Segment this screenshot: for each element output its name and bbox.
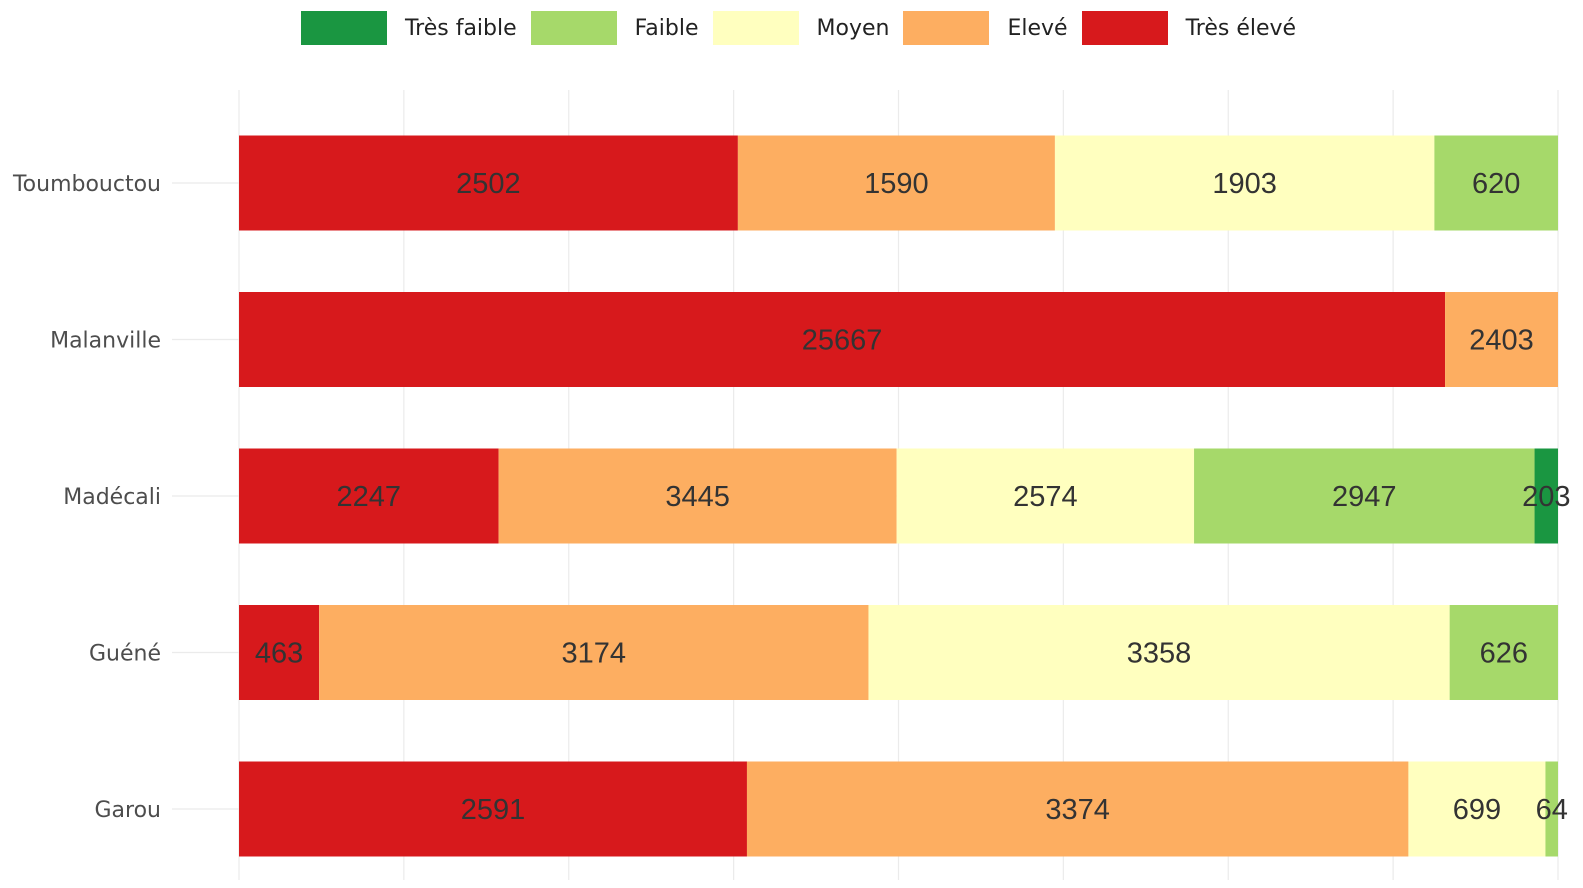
data-label: 3374 [1045,794,1110,826]
data-label: 2403 [1469,325,1534,357]
bar-segment [1194,448,1535,544]
legend-item: Faible [530,11,699,45]
bar-segment [1445,292,1558,387]
bar-segment [868,605,1450,700]
data-label: 620 [1472,168,1520,200]
bar-segment [239,448,499,544]
y-tick-label: Garou [95,798,162,823]
bar-segment [1449,605,1558,700]
data-label: 25667 [802,325,883,357]
bar-segment [239,292,1446,387]
bar-segment [239,135,738,231]
data-label: 2947 [1332,481,1397,513]
bar-segment [896,448,1195,544]
y-tick-label: Malanville [50,329,161,354]
data-label: 3174 [562,638,627,670]
legend-swatch [903,11,990,45]
data-label: 2247 [337,481,402,513]
bars: 2502 1590 1903 620 25667 2403 2247 3445 2574 2947… [239,135,1570,857]
bar-segment [1434,135,1558,231]
legend-item: Très faible [300,11,517,45]
legend-swatch [530,11,617,45]
y-tick-label: Toumbouctou [12,172,161,197]
legend-swatch [712,11,799,45]
bar-segment [319,605,869,700]
data-label: 2591 [461,794,526,826]
legend-label: Très élevé [1185,15,1297,41]
legend-item: Très élevé [1081,11,1297,45]
legend-label: Moyen [816,15,890,41]
data-label: 3445 [665,481,730,513]
bar-segment [737,135,1055,231]
y-tick-label: Guéné [89,642,161,667]
y-tick-label: Madécali [63,485,161,510]
bar-segment [1054,135,1435,231]
data-label: 463 [255,638,303,670]
data-label: 64 [1536,794,1568,826]
bar-segment [746,761,1409,857]
bar-segment [498,448,897,544]
bar-segment [239,761,747,857]
legend-item: Elevé [903,11,1068,45]
legend-item: Moyen [712,11,890,45]
legend-swatch [300,11,387,45]
bar-segment [1545,761,1558,857]
data-label: 2502 [456,168,521,200]
legend-label: Faible [634,15,699,41]
data-label: 2574 [1013,481,1078,513]
legend-label: Très faible [404,15,517,41]
bar-segment [1408,761,1546,857]
chart-legend: Très faible Faible Moyen Elevé Très élevé [0,8,1583,48]
data-label: 3358 [1127,638,1192,670]
data-label: 699 [1453,794,1501,826]
legend-label: Elevé [1007,15,1068,41]
legend-swatch [1081,11,1168,45]
data-label: 1903 [1212,168,1277,200]
bar-segment [239,605,320,700]
data-label: 626 [1480,638,1528,670]
bar-segment [1534,448,1558,544]
data-label: 1590 [864,168,929,200]
data-label: 203 [1522,481,1570,513]
